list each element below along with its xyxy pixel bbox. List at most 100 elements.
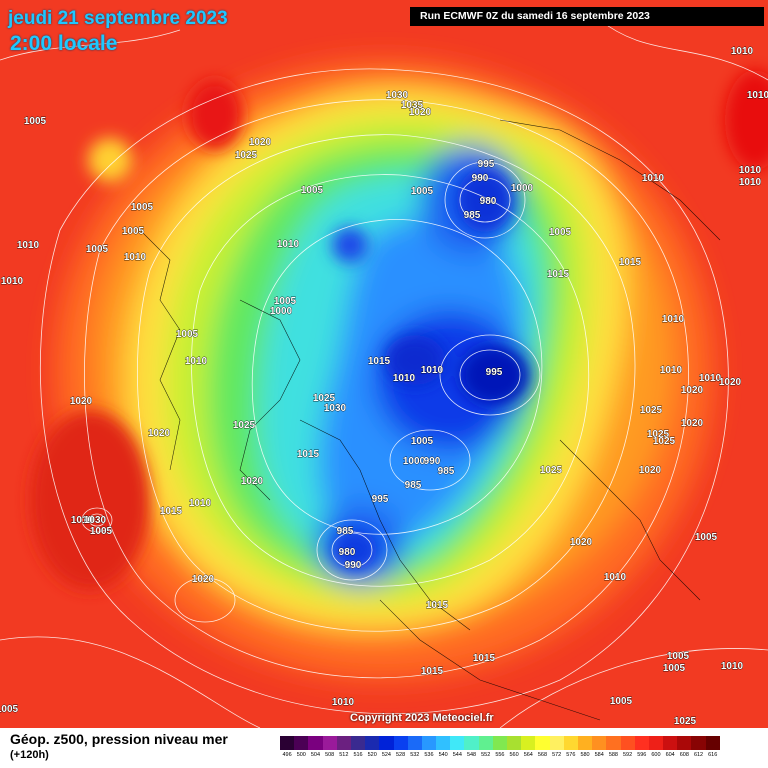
pressure-label: 1005 <box>695 532 718 543</box>
color-swatch <box>280 736 295 750</box>
pressure-label: 1030 <box>324 403 347 414</box>
scale-tick-label: 532 <box>410 752 420 758</box>
pressure-label: 1005 <box>274 296 297 307</box>
pressure-label: 1005 <box>663 663 686 674</box>
scale-tick-label: 608 <box>679 752 689 758</box>
color-swatch <box>677 736 692 750</box>
pressure-label: 990 <box>424 456 441 467</box>
color-swatch <box>691 736 706 750</box>
deep-low-cores <box>30 70 768 590</box>
scale-tick-label: 548 <box>466 752 477 758</box>
copyright-notice: Copyright 2023 Meteociel.fr <box>350 712 494 724</box>
scale-tick-label: 576 <box>566 752 576 758</box>
color-swatch <box>606 736 621 750</box>
color-swatch <box>478 736 493 750</box>
scale-tick-label: 552 <box>481 752 491 758</box>
scale-tick-label: 604 <box>665 752 675 758</box>
scale-tick-label: 568 <box>537 752 548 758</box>
pressure-label: 1010 <box>662 314 685 325</box>
scale-tick-label: 592 <box>623 752 633 758</box>
pressure-label: 995 <box>372 494 389 505</box>
pressure-label: 1010 <box>124 252 147 263</box>
scale-tick-label: 536 <box>424 752 434 758</box>
pressure-label: 1005 <box>0 704 19 715</box>
scale-tick-label: 588 <box>608 752 618 758</box>
scale-tick-label: 504 <box>310 752 321 758</box>
color-swatch <box>663 736 678 750</box>
forecast-hour-label: (+120h) <box>10 749 49 761</box>
color-swatch <box>379 736 394 750</box>
scale-tick-label: 580 <box>580 752 590 758</box>
pressure-label: 1005 <box>90 526 113 537</box>
scale-tick-label: 612 <box>693 752 704 758</box>
forecast-local-time: 2:00 locale <box>10 32 118 55</box>
scale-tick-label: 500 <box>296 752 306 758</box>
pressure-label: 1010 <box>393 373 416 384</box>
scale-tick-label: 496 <box>282 752 292 758</box>
pressure-label: 1005 <box>549 227 572 238</box>
scale-tick-label: 544 <box>452 752 462 758</box>
pressure-label: 1010 <box>604 572 627 583</box>
pressure-label: 990 <box>345 560 362 571</box>
pressure-label: 1010 <box>71 515 94 526</box>
pressure-label: 1010 <box>739 165 762 176</box>
pressure-label: 1015 <box>619 257 642 268</box>
pressure-label: 1005 <box>122 226 145 237</box>
pressure-label: 1025 <box>233 420 256 431</box>
scale-tick-label: 596 <box>637 752 647 758</box>
pressure-label: 1010 <box>699 373 722 384</box>
color-swatch <box>436 736 451 750</box>
color-swatch <box>563 736 578 750</box>
pressure-label: 1010 <box>739 177 762 188</box>
pressure-label: 1025 <box>674 716 697 727</box>
pressure-label: 980 <box>480 196 497 207</box>
isobars <box>0 19 768 729</box>
scale-tick-label: 616 <box>708 752 718 758</box>
pressure-label: 1010 <box>277 239 300 250</box>
pressure-label: 1005 <box>131 202 154 213</box>
pressure-label: 1020 <box>570 537 593 548</box>
color-swatch <box>634 736 649 750</box>
color-scale-ticks: 496 500 504 508 512 516 520 524 528 532 536 540 544 5… <box>280 752 720 764</box>
pressure-label: 980 <box>339 547 356 558</box>
pressure-label: 1010 <box>185 356 208 367</box>
pressure-label: 1020 <box>70 396 93 407</box>
scale-tick-label: 516 <box>353 752 363 758</box>
pressure-label: 1030 <box>386 90 409 101</box>
color-swatch <box>322 736 337 750</box>
color-swatch <box>620 736 635 750</box>
pressure-label: 1010 <box>721 661 744 672</box>
color-swatch <box>421 736 437 750</box>
scale-tick-label: 520 <box>367 752 377 758</box>
color-swatch <box>308 736 323 750</box>
pressure-labels: 1005103010351020101010101020102599599010… <box>0 46 768 728</box>
pressure-label: 1010 <box>642 173 665 184</box>
pressure-label: 1010 <box>747 90 768 101</box>
pressure-label: 1010 <box>1 276 24 287</box>
color-swatch <box>521 736 536 750</box>
coastlines <box>139 119 721 721</box>
pressure-label: 1020 <box>639 465 662 476</box>
pressure-label: 1020 <box>241 476 264 487</box>
pressure-label: 1015 <box>426 600 449 611</box>
pressure-label: 1020 <box>719 377 742 388</box>
pressure-label: 1010 <box>731 46 754 57</box>
pressure-label: 1035 <box>401 100 424 111</box>
color-swatch <box>464 736 479 750</box>
color-swatch <box>365 736 380 750</box>
pressure-label: 1020 <box>148 428 171 439</box>
scale-tick-label: 512 <box>339 752 349 758</box>
pressure-label: 1020 <box>681 385 704 396</box>
scale-tick-label: 528 <box>396 752 406 758</box>
forecast-date: jeudi 21 septembre 2023 <box>8 8 228 29</box>
pressure-label: 1010 <box>660 365 683 376</box>
pressure-label: 985 <box>337 526 354 537</box>
scale-tick-label: 584 <box>594 752 604 758</box>
pressure-label: 1010 <box>189 498 212 509</box>
pressure-label: 1005 <box>411 436 434 447</box>
pressure-label: 1020 <box>249 137 272 148</box>
pressure-label: 1015 <box>160 506 183 517</box>
pressure-label: 995 <box>486 367 503 378</box>
